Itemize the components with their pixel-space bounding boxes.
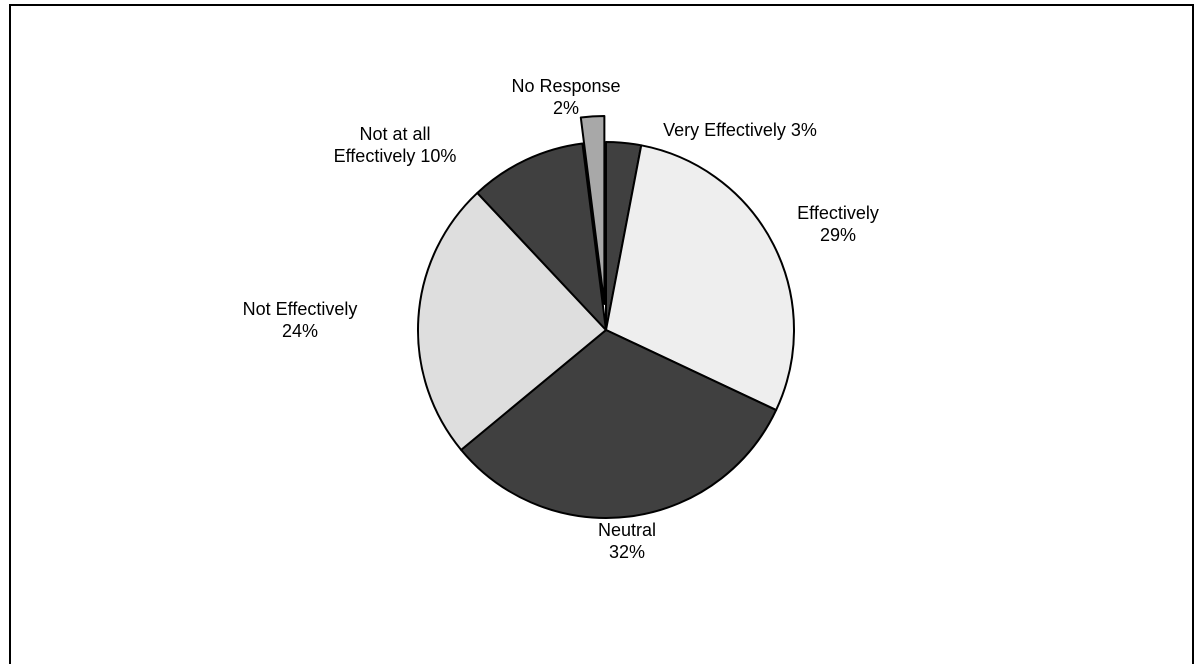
slice-label: Not Effectively 24% xyxy=(243,299,358,341)
slice-label: No Response 2% xyxy=(511,76,620,118)
slice-label-line: No Response xyxy=(511,76,620,96)
slice-label: Neutral 32% xyxy=(598,520,656,562)
slice-label: Very Effectively 3% xyxy=(663,120,817,140)
slice-label-line: Very Effectively 3% xyxy=(663,120,817,140)
pie-slice xyxy=(460,329,778,520)
slice-label: Not at all Effectively 10% xyxy=(334,124,457,166)
pie-slice xyxy=(476,142,607,331)
slice-label-line: Not Effectively xyxy=(243,299,358,319)
pie-slice xyxy=(579,115,606,306)
slice-label-line: Not at all xyxy=(359,124,430,144)
slice-label-line: 24% xyxy=(282,321,318,341)
slice-label-line: 29% xyxy=(820,225,856,245)
pie-slice xyxy=(605,144,795,412)
slice-label-line: 2% xyxy=(553,98,579,118)
slice-label-line: Neutral xyxy=(598,520,656,540)
slice-label-line: Effectively 10% xyxy=(334,146,457,166)
pie-slice xyxy=(417,191,607,451)
chart-frame xyxy=(9,4,1194,664)
slice-label-line: Effectively xyxy=(797,203,879,223)
slice-label: Effectively 29% xyxy=(797,203,879,245)
slice-label-line: 32% xyxy=(609,542,645,562)
